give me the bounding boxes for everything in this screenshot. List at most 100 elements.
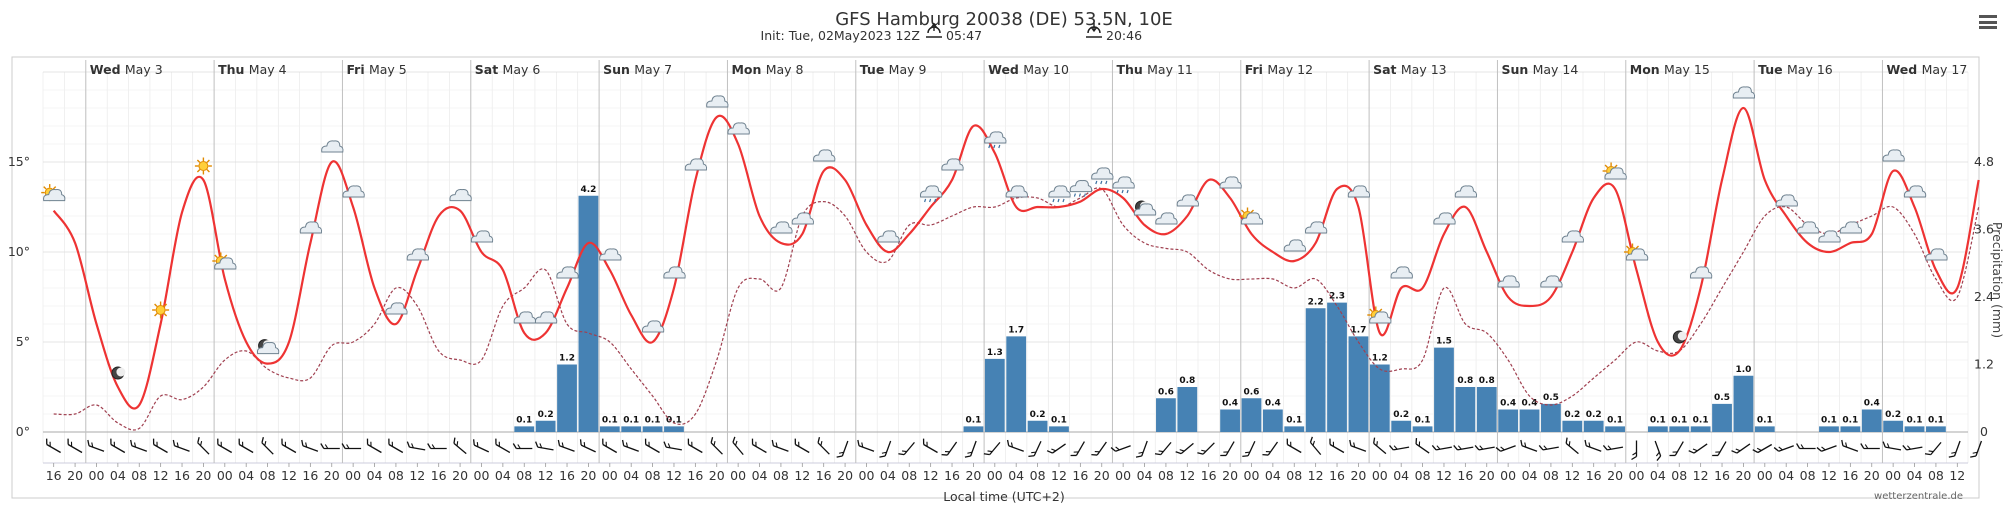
wind-arrow-icon (67, 438, 83, 454)
cloud-shape (684, 158, 708, 171)
wind-barb (320, 443, 325, 449)
day-label: Sat May 13 (1373, 62, 1447, 77)
precipitation-tick: 1.2 (1974, 357, 1994, 372)
wind-shaft (1141, 440, 1148, 457)
wind-arrow-icon (1841, 439, 1859, 452)
wind-row (46, 436, 1983, 461)
precipitation-bar (1562, 420, 1583, 432)
wind-barb (431, 444, 436, 449)
wind-shaft (453, 442, 467, 455)
wind-barb (305, 442, 308, 448)
wind-barb (341, 443, 346, 449)
precipitation-label: 0.1 (645, 415, 661, 425)
rain-drop (1057, 198, 1060, 203)
wind-shaft (1415, 443, 1430, 454)
precipitation-bar (1840, 426, 1861, 432)
wind-barb (366, 438, 369, 445)
wind-barb (1970, 455, 1977, 458)
hour-tick: 04 (1650, 468, 1666, 483)
wind-barb (172, 439, 176, 446)
cloud-shape (1005, 185, 1028, 198)
precipitation-bar (1391, 420, 1412, 432)
hour-tick: 12 (538, 468, 554, 483)
wind-barb (1135, 455, 1142, 458)
wind-arrow-icon (1474, 445, 1495, 451)
wind-barb (1631, 455, 1637, 461)
precipitation-bar (1690, 426, 1711, 432)
wind-barb (1902, 445, 1908, 451)
wind-barb (1756, 447, 1762, 451)
wind-shaft (645, 443, 660, 454)
wind-shaft (1500, 445, 1516, 452)
wind-shaft (217, 443, 233, 454)
wind-barb (579, 439, 582, 446)
precipitation-label: 0.1 (965, 415, 981, 425)
cloud-shape (813, 149, 836, 162)
wind-barb (456, 441, 459, 447)
wind-shaft (1778, 445, 1794, 452)
precipitation-bar (535, 420, 556, 432)
wind-barb (1073, 451, 1079, 453)
cloud-icon (684, 158, 708, 171)
wind-barb (648, 441, 650, 447)
hour-tick: 00 (217, 468, 233, 483)
wind-barb (391, 441, 393, 447)
hamburger-menu-icon[interactable] (1979, 15, 1997, 29)
wind-shaft (795, 443, 810, 454)
hour-tick: 04 (623, 468, 639, 483)
precipitation-label: 0.4 (1222, 399, 1238, 409)
sun-cloud-icon (1239, 207, 1264, 225)
cloud-icon (1925, 248, 1948, 261)
wind-shaft (1287, 443, 1302, 454)
cloud-shape (1818, 230, 1841, 243)
hour-tick: 08 (516, 468, 532, 483)
wind-shaft (281, 443, 297, 454)
precipitation-label: 0.4 (1500, 399, 1516, 409)
precipitation-bar (1412, 426, 1433, 432)
wind-arrow-icon (579, 439, 596, 453)
wind-shaft (88, 445, 105, 452)
wind-arrow-icon (941, 441, 958, 456)
wind-arrow-icon (1070, 441, 1085, 457)
wind-barb (1500, 446, 1505, 451)
sun-shape (152, 301, 170, 319)
wind-arrow-icon (1565, 437, 1579, 455)
cloud-shape (1561, 230, 1584, 243)
wind-shaft (1821, 445, 1837, 452)
wind-shaft (841, 440, 849, 457)
wind-arrow-icon (1286, 438, 1302, 454)
hour-tick: 04 (1907, 468, 1923, 483)
precipitation-label: 0.1 (1607, 415, 1623, 425)
wind-barb (512, 443, 517, 449)
hour-tick: 16 (1586, 468, 1602, 483)
sunrise-time: 05:47 (946, 28, 982, 43)
wind-barb (710, 437, 714, 444)
wind-barb (197, 437, 200, 444)
hour-tick: 04 (752, 468, 768, 483)
wind-shaft (1478, 446, 1495, 451)
wind-barb (301, 439, 304, 446)
hour-tick: 12 (153, 468, 169, 483)
cloud-shape (214, 257, 237, 270)
wind-barb (1588, 442, 1591, 448)
precipitation-tick: 4.8 (1974, 154, 1994, 169)
wind-barb (1948, 455, 1955, 458)
precipitation-bar (1904, 426, 1925, 432)
wind-barb (200, 440, 203, 446)
precipitation-label: 0.6 (1243, 387, 1259, 397)
wind-arrow-icon (1924, 441, 1942, 456)
hour-tick: 00 (730, 468, 746, 483)
precipitation-bar (1455, 387, 1476, 432)
cloud-shape (1925, 248, 1948, 261)
precipitation-bar (1861, 409, 1882, 432)
cloud-icon (706, 95, 729, 108)
precipitation-label: 0.1 (1650, 415, 1666, 425)
hour-tick: 04 (1778, 468, 1794, 483)
cloud-shape (1369, 311, 1392, 324)
sun-icon (152, 301, 170, 319)
wind-arrow-icon (535, 441, 554, 451)
wind-barb (964, 455, 971, 458)
precipitation-label: 1.2 (1372, 354, 1388, 364)
precipitation-bar (557, 364, 577, 432)
rain-drop (1121, 189, 1124, 194)
